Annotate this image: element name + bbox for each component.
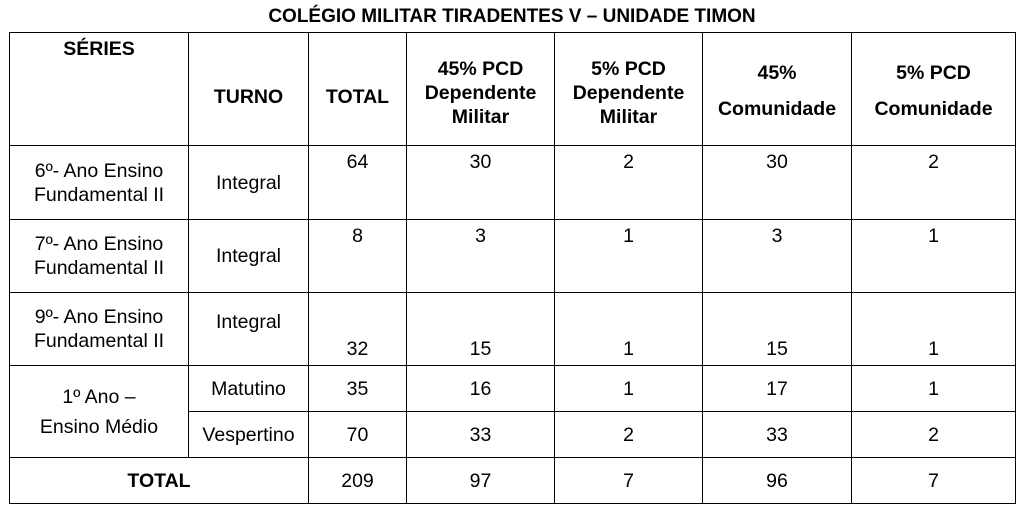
- total-cell: 8: [308, 219, 407, 293]
- com45-cell: 3: [702, 219, 852, 293]
- pcd45-cell: 15: [406, 292, 555, 366]
- turno-cell: Integral: [188, 219, 309, 293]
- table-row: 7º- Ano Ensino Fundamental II Integral 8…: [9, 219, 1016, 293]
- header-row: SÉRIES TURNO TOTAL 45% PCD Dependente Mi…: [9, 32, 1016, 146]
- vacancy-table: SÉRIES TURNO TOTAL 45% PCD Dependente Mi…: [9, 32, 1016, 504]
- turno-cell: Matutino: [188, 365, 309, 412]
- total-cell: 209: [308, 457, 407, 504]
- table-title: COLÉGIO MILITAR TIRADENTES V – UNIDADE T…: [268, 6, 756, 27]
- table-row: Vespertino 70 33 2 33 2: [10, 411, 1016, 458]
- total-cell: 64: [308, 145, 407, 220]
- header-5-pcd-comunidade: 5% PCD Comunidade: [851, 32, 1016, 146]
- total-cell: 35: [308, 365, 407, 412]
- pcd5-cell: 1: [554, 365, 703, 412]
- pcd45-cell: 33: [406, 411, 555, 458]
- pcd45-cell: 30: [406, 145, 555, 220]
- pcd45-cell: 16: [406, 365, 555, 412]
- total-row: TOTAL 209 97 7 96 7: [9, 457, 1016, 504]
- pcd5-cell: 2: [554, 145, 703, 220]
- header-series: SÉRIES: [9, 32, 189, 146]
- serie-cell: 9º- Ano Ensino Fundamental II: [9, 292, 189, 366]
- com5-cell: 7: [851, 457, 1016, 504]
- pcd5-cell: 7: [554, 457, 703, 504]
- header-turno: TURNO: [188, 32, 309, 146]
- com5-cell: 1: [851, 219, 1016, 293]
- pcd5-cell: 2: [554, 411, 703, 458]
- com5-cell: 2: [851, 411, 1016, 458]
- turno-cell: Vespertino: [188, 411, 309, 458]
- com45-cell: 96: [702, 457, 852, 504]
- turno-cell: Integral: [188, 292, 309, 366]
- header-total: TOTAL: [308, 32, 407, 146]
- table-row: 9º- Ano Ensino Fundamental II Integral 3…: [9, 292, 1016, 366]
- pcd45-cell: 3: [406, 219, 555, 293]
- pcd5-cell: 1: [554, 219, 703, 293]
- total-label: TOTAL: [9, 457, 309, 504]
- header-45-pcd-dependente-militar: 45% PCD Dependente Militar: [406, 32, 555, 146]
- pcd5-cell: 1: [554, 292, 703, 366]
- turno-cell: Integral: [188, 145, 309, 220]
- table-row: 6º- Ano Ensino Fundamental II Integral 6…: [9, 145, 1016, 220]
- serie-cell: 6º- Ano Ensino Fundamental II: [9, 145, 189, 220]
- com45-cell: 17: [702, 365, 852, 412]
- com45-cell: 33: [702, 411, 852, 458]
- com45-cell: 15: [702, 292, 852, 366]
- com5-cell: 1: [851, 292, 1016, 366]
- pcd45-cell: 97: [406, 457, 555, 504]
- table-row: 1º Ano – Ensino Médio Matutino 35 16 1 1…: [9, 365, 1016, 458]
- com5-cell: 1: [851, 365, 1016, 412]
- serie-cell: 7º- Ano Ensino Fundamental II: [9, 219, 189, 293]
- com5-cell: 2: [851, 145, 1016, 220]
- serie-cell: 1º Ano – Ensino Médio: [9, 365, 189, 458]
- total-cell: 32: [308, 292, 407, 366]
- com45-cell: 30: [702, 145, 852, 220]
- header-45-comunidade: 45% Comunidade: [702, 32, 852, 146]
- total-cell: 70: [308, 411, 407, 458]
- header-5-pcd-dependente-militar: 5% PCD Dependente Militar: [554, 32, 703, 146]
